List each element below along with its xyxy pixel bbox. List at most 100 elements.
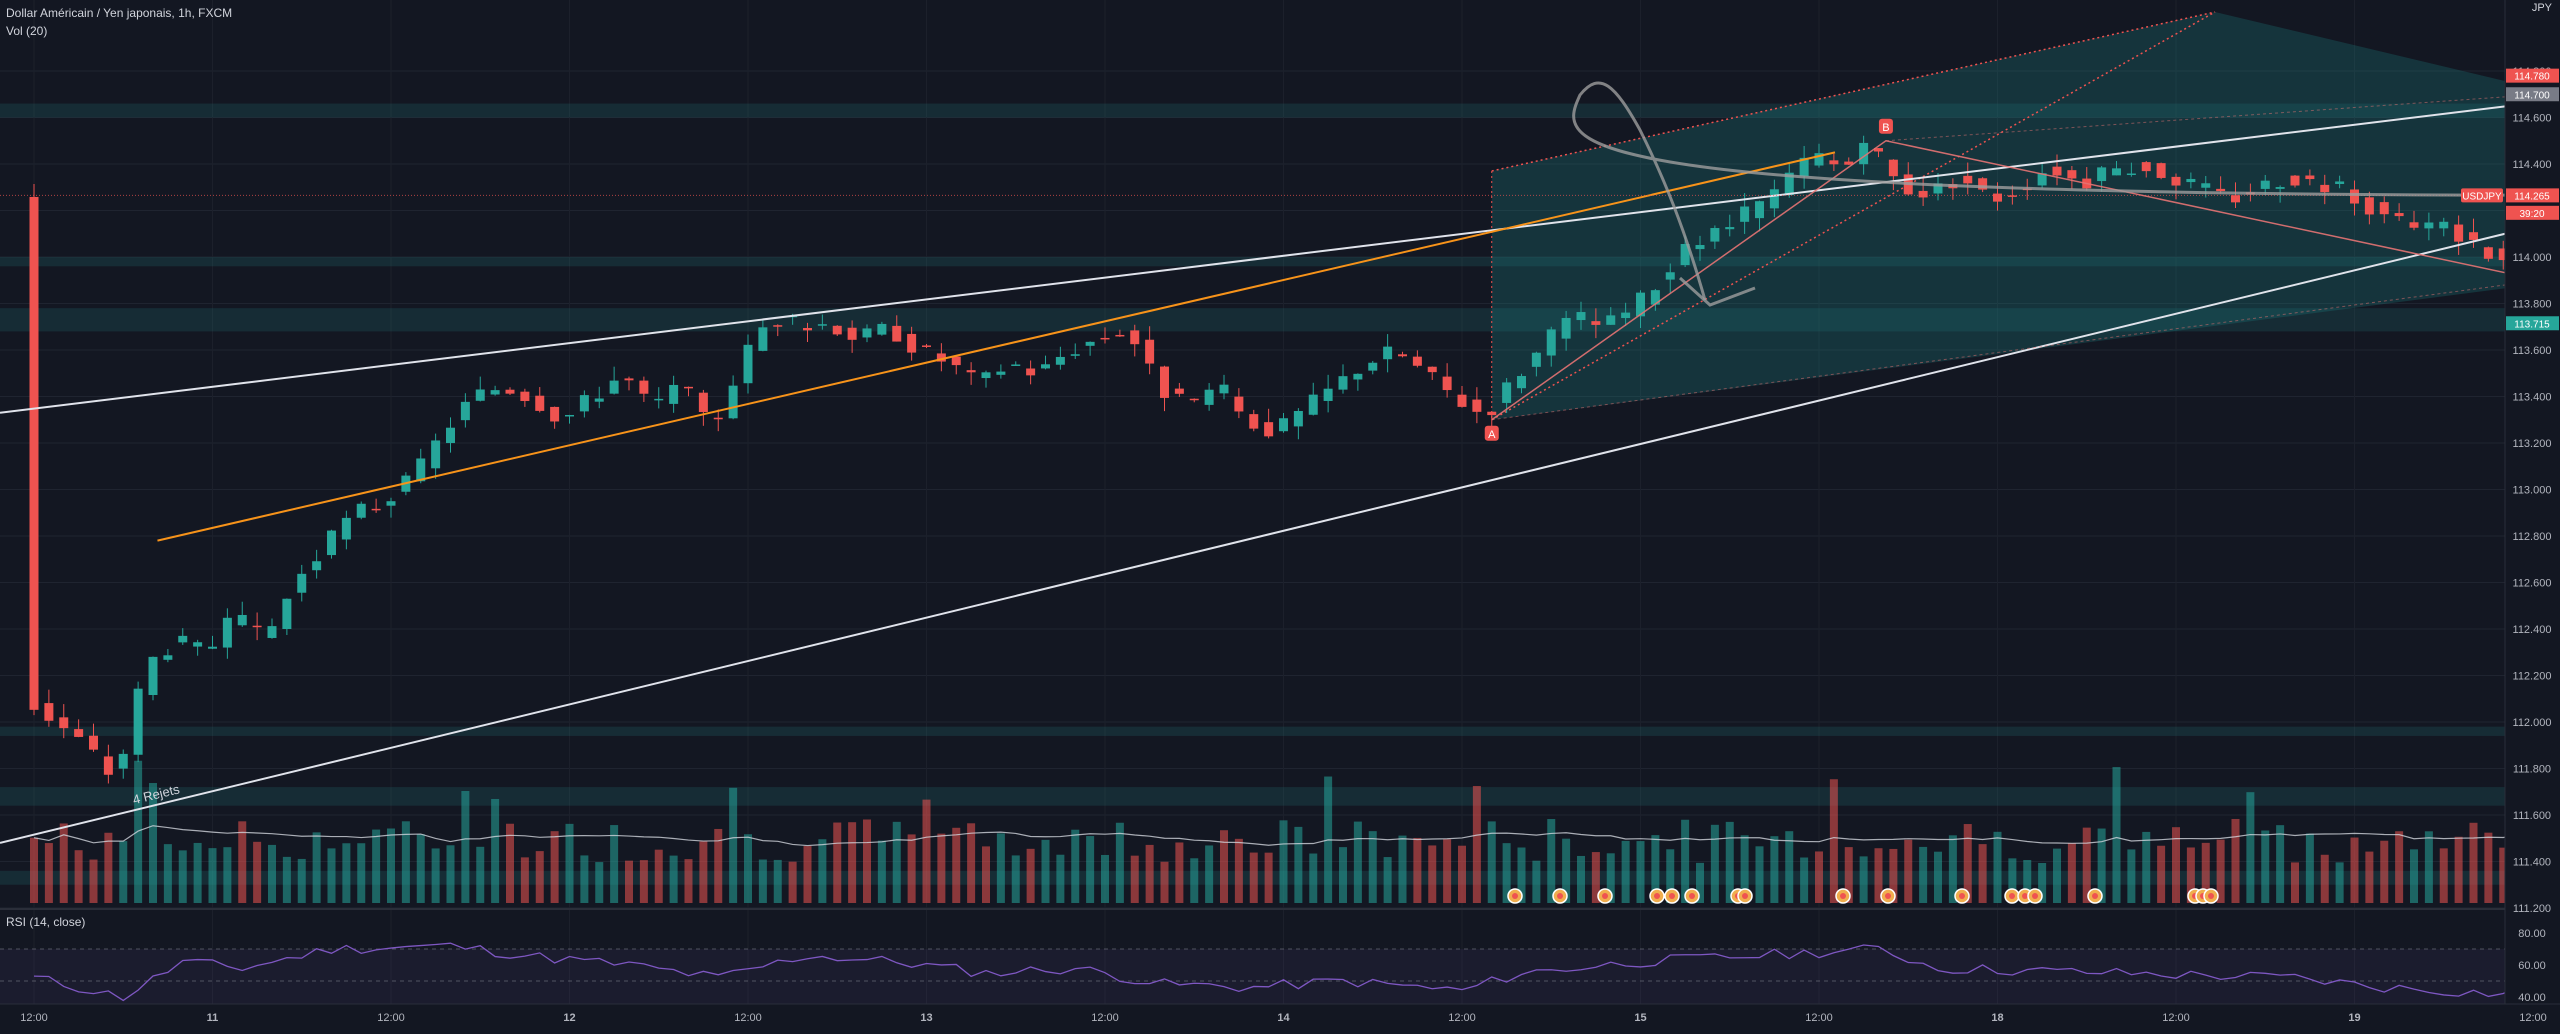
candle-body [2157,163,2166,178]
candle-body [1740,207,1749,222]
event-marker-dot [2032,893,2038,899]
candle-body [967,370,976,372]
volume-bar [1399,836,1407,903]
candle-body [178,636,187,643]
volume-bar [2291,862,2299,903]
candle-body [387,501,396,505]
volume-bar [1413,838,1421,903]
volume-bar [1235,839,1243,903]
volume-bar [1056,855,1064,903]
time-tick-label: 12:00 [734,1012,762,1024]
volume-bar [997,833,1005,903]
volume-bar [2127,849,2135,903]
rsi-indicator-label[interactable]: RSI (14, close) [6,915,85,929]
volume-bar [1428,845,1436,903]
volume-bar [908,834,916,903]
volume-bar [179,850,187,903]
volume-bar [134,761,142,903]
volume-indicator-label[interactable]: Vol (20) [6,22,232,40]
volume-bar [1190,858,1198,903]
volume-bar [937,834,945,903]
candle-body [625,378,634,380]
candle-body [1279,418,1288,431]
candle-body [1145,340,1154,364]
candle-body [1220,385,1229,394]
price-label-text: 114.780 [2514,72,2550,83]
volume-bar [75,850,83,903]
volume-bar [1131,856,1139,903]
volume-bar [2068,843,2076,903]
volume-bar [1919,847,1927,903]
candle-body [654,399,663,401]
candle-body [1562,318,1571,339]
time-tick-label: 12:00 [2519,1012,2547,1024]
candle-body [1339,376,1348,389]
candle-body [2112,168,2121,175]
candle-body [1443,377,1452,390]
volume-bar [1577,856,1585,903]
candle-body [580,395,589,411]
rsi-tick-label: 40.00 [2518,992,2546,1004]
candle-body [2186,179,2195,182]
time-tick-label: 15 [1634,1012,1646,1024]
candle-body [2320,185,2329,192]
candle-body [2172,177,2181,186]
volume-bar [268,845,276,903]
candle-body [89,736,98,750]
candle-body [1368,363,1377,371]
price-axis-background [2505,0,2560,1029]
volume-bar [2425,831,2433,903]
candle-body [1829,160,1838,164]
volume-bar [2113,767,2121,903]
volume-bar [372,830,380,903]
candle-body [297,574,306,593]
candle-body [1249,414,1258,428]
volume-bar [1532,861,1540,903]
price-tick-label: 113.600 [2513,345,2552,357]
candle-body [2008,195,2017,197]
candle-body [773,325,782,327]
candle-body [1889,160,1898,177]
volume-bar [1071,830,1079,903]
volume-bar [417,834,425,903]
candle-body [952,357,961,366]
price-zone [0,727,2505,736]
volume-bar [2306,834,2314,903]
volume-bar [1146,845,1154,903]
volume-bar [744,834,752,903]
candle-body [848,328,857,340]
volume-bar [729,788,737,903]
symbol-title[interactable]: Dollar Américain / Yen japonais, 1h, FXC… [6,4,232,22]
candle-body [2142,162,2151,171]
candle-body [1011,364,1020,366]
candle-body [1056,357,1065,365]
volume-bar [402,821,410,903]
time-tick-label: 12:00 [1091,1012,1119,1024]
candle-body [2276,187,2285,189]
candle-body [1517,376,1526,388]
candle-body [1963,176,1972,184]
volume-bar [848,822,856,903]
candle-body [506,390,515,394]
volume-bar [2261,830,2269,903]
volume-bar [253,842,261,903]
candle-body [238,615,247,625]
candle-body [892,326,901,342]
rsi-tick-label: 80.00 [2518,928,2546,940]
volume-bar [1830,779,1838,903]
price-tick-label: 114.000 [2513,252,2552,264]
volume-bar [1473,786,1481,903]
candle-body [2216,189,2225,191]
volume-bar [2142,832,2150,903]
candle-body [2335,181,2344,184]
candle-body [1115,335,1124,337]
price-label-text: 114.265 [2514,191,2550,202]
candle-body [1383,347,1392,360]
candle-body [565,415,574,417]
volume-bar [551,831,559,903]
price-tick-label: 113.400 [2513,392,2552,404]
volume-bar [1101,855,1109,903]
